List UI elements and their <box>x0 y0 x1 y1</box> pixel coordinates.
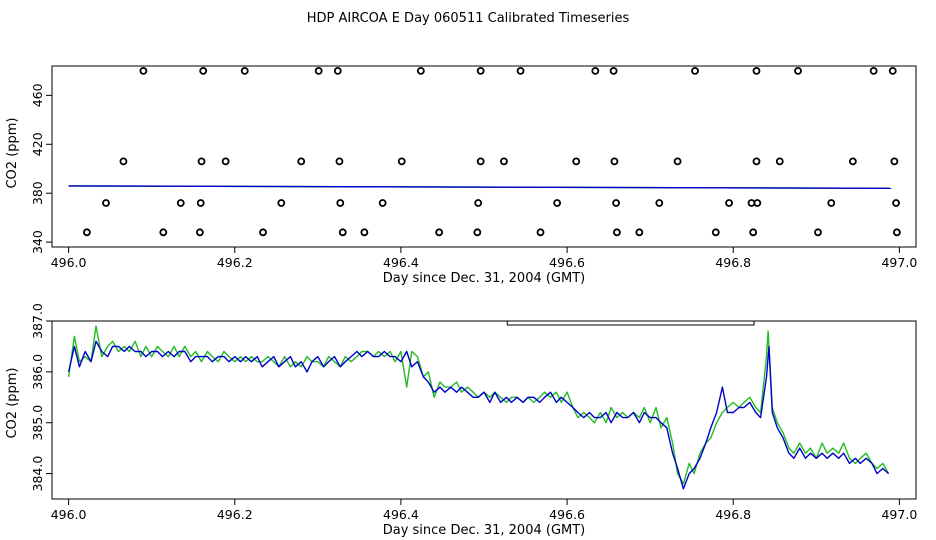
figure-title: HDP AIRCOA E Day 060511 Calibrated Times… <box>307 11 630 26</box>
data-point <box>711 228 720 237</box>
data-point <box>474 199 483 207</box>
x-tick-label: 496.2 <box>217 255 253 270</box>
x-tick-label: 496.2 <box>217 507 253 522</box>
data-point <box>435 228 444 237</box>
y-tick-label: 340 <box>30 230 45 254</box>
data-point <box>610 157 619 166</box>
y-tick-label: 380 <box>30 181 45 205</box>
data-point <box>82 228 91 237</box>
data-point <box>297 157 306 166</box>
data-point <box>775 157 784 166</box>
data-point <box>119 157 128 166</box>
data-point <box>553 199 562 207</box>
series-line-0 <box>67 325 890 485</box>
data-point <box>673 157 682 166</box>
data-point <box>195 228 204 237</box>
y-tick-label: 385.0 <box>30 405 45 441</box>
plot-frame <box>51 65 917 248</box>
data-point <box>159 228 168 237</box>
data-point <box>869 66 878 75</box>
data-point <box>221 157 230 166</box>
x-tick-label: 496.4 <box>383 507 419 522</box>
data-point <box>888 66 897 75</box>
data-point <box>814 228 822 237</box>
data-point <box>752 157 761 166</box>
data-point <box>890 157 899 166</box>
data-point <box>591 66 600 75</box>
y-tick-label: 460 <box>30 83 45 107</box>
y-tick-label: 387.0 <box>30 303 45 339</box>
data-point <box>397 157 406 166</box>
data-point <box>102 199 110 207</box>
y-axis-label: CO2 (ppm) <box>5 117 20 188</box>
data-point <box>473 228 482 237</box>
interval-bar <box>506 321 755 326</box>
data-point <box>516 66 525 75</box>
data-point <box>196 199 205 207</box>
x-tick-label: 496.8 <box>715 507 751 522</box>
x-tick-label: 496.0 <box>51 507 87 522</box>
data-point <box>360 228 369 237</box>
data-point <box>691 66 699 75</box>
data-point <box>753 199 762 207</box>
data-point <box>794 66 802 75</box>
scatter-panel: Day since Dec. 31, 2004 (GMT) CO2 (ppm) … <box>5 65 917 286</box>
data-point <box>749 228 758 237</box>
data-point <box>336 199 345 207</box>
data-point <box>240 66 249 75</box>
y-axis-label: CO2 (ppm) <box>5 367 20 438</box>
x-tick-label: 496.0 <box>51 255 87 270</box>
data-point <box>277 199 286 207</box>
data-point <box>335 157 344 166</box>
data-point <box>725 199 733 207</box>
data-point <box>314 66 323 75</box>
y-tick-label: 420 <box>30 132 45 156</box>
data-point <box>572 157 581 166</box>
series-line-1 <box>68 185 892 190</box>
data-point <box>609 66 618 75</box>
data-point <box>500 157 508 166</box>
data-point <box>752 66 761 75</box>
data-point <box>827 199 836 207</box>
data-point <box>176 199 185 207</box>
x-tick-label: 497.0 <box>881 255 917 270</box>
data-point <box>197 157 206 166</box>
x-tick-label: 496.8 <box>715 255 751 270</box>
x-tick-label: 496.4 <box>383 255 419 270</box>
line-panel: Day since Dec. 31, 2004 (GMT) CO2 (ppm) … <box>5 303 917 538</box>
series-line-1 <box>67 340 890 490</box>
data-point <box>199 66 208 75</box>
data-point <box>139 66 148 75</box>
x-tick-label: 496.6 <box>549 507 585 522</box>
x-axis-label: Day since Dec. 31, 2004 (GMT) <box>383 271 586 286</box>
data-point <box>613 228 621 237</box>
data-point <box>416 66 425 75</box>
y-tick-label: 386.0 <box>30 354 45 390</box>
data-point <box>848 157 857 166</box>
data-point <box>476 157 485 166</box>
data-point <box>892 199 900 207</box>
data-point <box>536 228 545 237</box>
data-point <box>378 199 387 207</box>
data-point <box>635 228 644 237</box>
data-point <box>333 66 342 75</box>
x-tick-label: 496.6 <box>549 255 585 270</box>
plot-frame <box>51 320 917 500</box>
y-tick-label: 384.0 <box>30 456 45 492</box>
x-axis-label: Day since Dec. 31, 2004 (GMT) <box>383 523 586 538</box>
data-point <box>612 199 620 207</box>
data-point <box>476 66 485 75</box>
data-point <box>259 228 267 237</box>
data-point <box>655 199 664 207</box>
x-tick-label: 497.0 <box>881 507 917 522</box>
data-point <box>338 228 347 237</box>
data-point <box>892 228 901 237</box>
